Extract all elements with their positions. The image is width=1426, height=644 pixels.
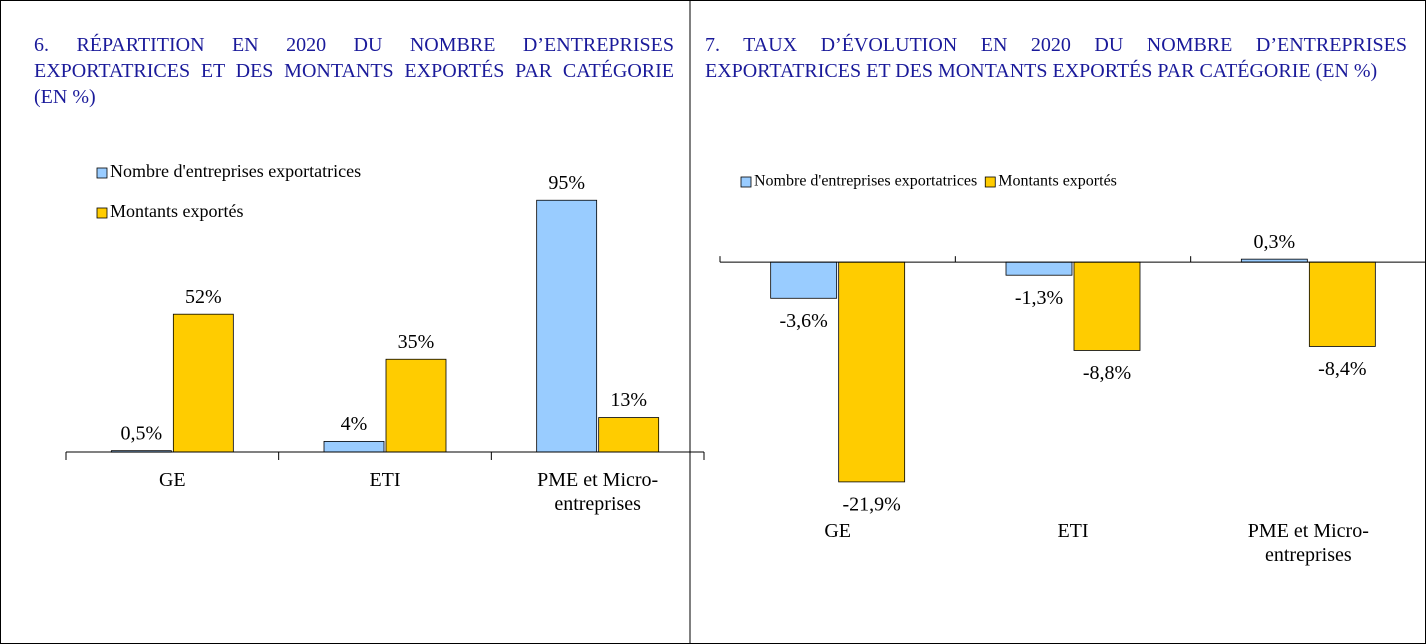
legend-swatch (96, 167, 108, 179)
x-tick-label: PME et Micro-entreprises (537, 469, 659, 515)
value-label: -8,4% (1318, 358, 1366, 380)
value-label: 52% (185, 286, 222, 308)
value-label: 0,5% (120, 422, 162, 444)
legend-label: Nombre d'entreprises exportatrices (754, 173, 977, 190)
legend-swatch (984, 176, 996, 188)
chart-title: 7. TAUX D’ÉVOLUTION EN 2020 DU NOMBRE D’… (705, 34, 1407, 82)
value-label: -8,8% (1083, 362, 1131, 384)
bar (172, 313, 234, 453)
value-label: -3,6% (780, 310, 828, 332)
bar (323, 440, 385, 453)
bar (838, 261, 906, 483)
value-label: 13% (610, 389, 647, 411)
value-label: -21,9% (843, 493, 901, 515)
value-label: -1,3% (1015, 287, 1063, 309)
bar (385, 358, 447, 453)
value-label: 4% (341, 413, 368, 435)
bar (1005, 261, 1073, 276)
bar (598, 417, 660, 453)
value-label: 35% (398, 331, 435, 353)
x-tick-label: PME et Micro-entreprises (1247, 520, 1369, 566)
chart-title: 6. RÉPARTITION EN 2020 DU NOMBRE D’ENTRE… (34, 34, 674, 108)
bar (1308, 261, 1376, 347)
legend-swatch (96, 207, 108, 219)
value-label: 0,3% (1253, 231, 1295, 253)
x-tick-label: ETI (1057, 520, 1089, 542)
x-tick-label: GE (158, 469, 186, 491)
bar (1073, 261, 1141, 351)
legend-swatch (740, 176, 752, 188)
legend-label: Montants exportés (998, 173, 1117, 190)
bar (536, 199, 598, 453)
x-tick-label: GE (824, 520, 851, 542)
x-tick-label: ETI (369, 469, 401, 491)
value-label: 95% (548, 172, 585, 194)
bar (770, 261, 838, 299)
legend-label: Montants exportés (110, 201, 243, 221)
legend-label: Nombre d'entreprises exportatrices (110, 161, 361, 181)
